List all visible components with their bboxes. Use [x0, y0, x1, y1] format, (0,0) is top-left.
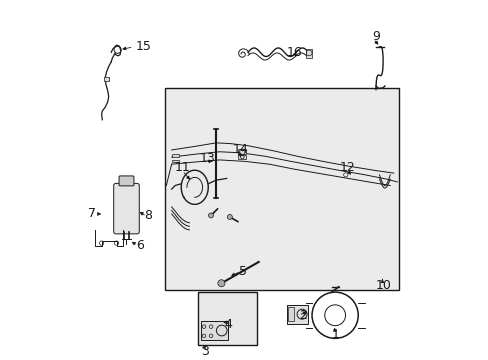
Text: 15: 15: [136, 40, 152, 53]
Text: 16: 16: [286, 46, 302, 59]
Text: 12: 12: [339, 161, 355, 174]
Circle shape: [208, 213, 213, 218]
Text: 6: 6: [136, 239, 143, 252]
Bar: [238, 149, 246, 154]
Text: 10: 10: [374, 279, 390, 292]
Bar: [201, 321, 227, 340]
Text: 2: 2: [299, 309, 307, 322]
Text: 7: 7: [87, 207, 96, 220]
Text: 5: 5: [238, 265, 246, 278]
Bar: [286, 305, 308, 324]
Text: 8: 8: [144, 209, 152, 222]
Text: 4: 4: [224, 318, 232, 330]
Circle shape: [217, 280, 224, 287]
Text: 3: 3: [201, 345, 209, 358]
FancyBboxPatch shape: [119, 176, 134, 186]
Text: 11: 11: [174, 161, 190, 174]
Bar: [104, 77, 109, 81]
Bar: [238, 155, 246, 159]
Circle shape: [227, 215, 232, 220]
Bar: [171, 154, 179, 157]
Bar: [305, 49, 311, 58]
Bar: [287, 307, 294, 321]
Text: 9: 9: [371, 30, 379, 43]
Bar: [164, 88, 398, 291]
Text: 14: 14: [233, 144, 248, 157]
Bar: [198, 292, 256, 346]
Bar: [171, 159, 179, 162]
FancyBboxPatch shape: [114, 183, 139, 234]
Text: 1: 1: [330, 328, 338, 341]
Text: 13: 13: [199, 152, 215, 165]
